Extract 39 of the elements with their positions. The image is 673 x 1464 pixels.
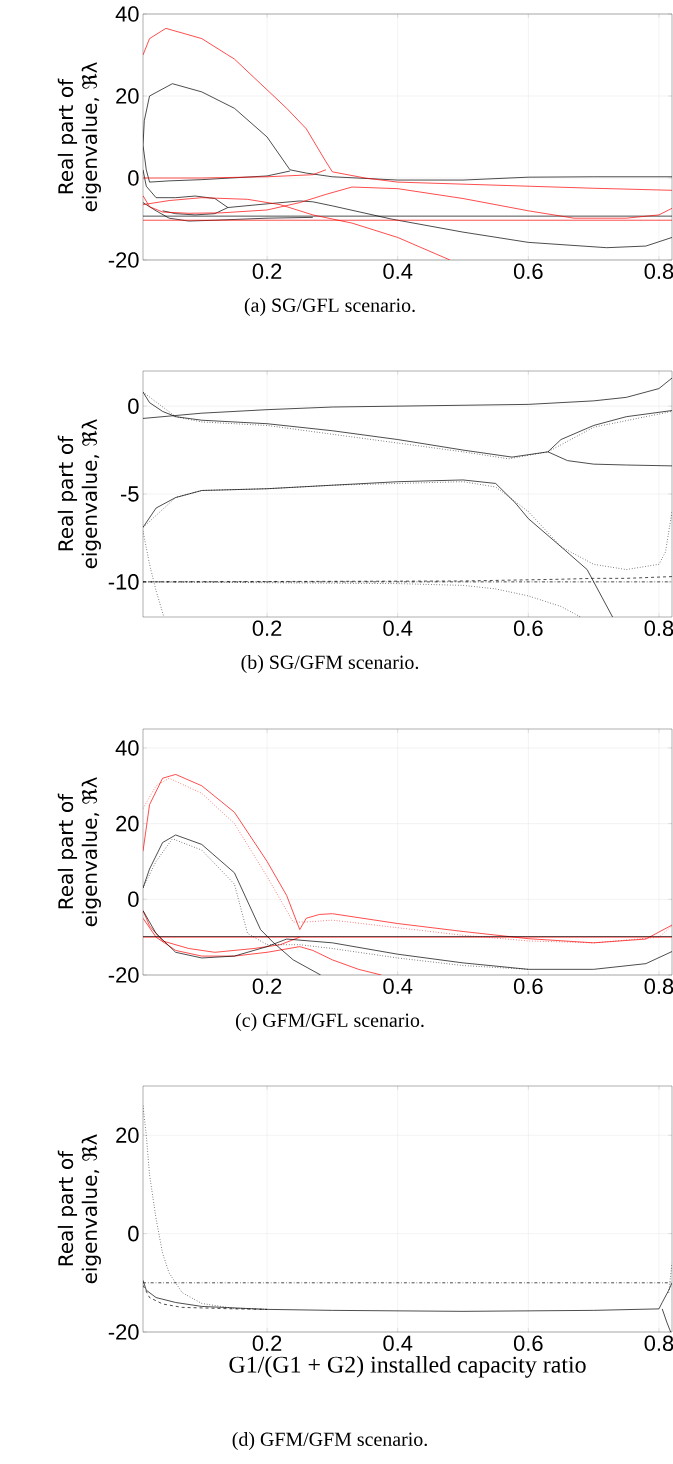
y-tick-label: 0: [128, 398, 139, 414]
y-axis-title: Real part of eigenvalue, ℜλ: [57, 777, 101, 927]
x-tick-label: 0.6: [513, 620, 543, 637]
x-tick-label: 0.8: [644, 1335, 673, 1352]
y-tick-label: -10: [108, 574, 139, 590]
x-tick-label: 0.6: [513, 263, 543, 280]
text: (b) SG/GFM scenario.: [241, 654, 419, 674]
x-tick-label: 0.8: [644, 263, 673, 280]
x-tick-label: 0.4: [383, 263, 413, 280]
y-axis-title: Real part of eigenvalue, ℜλ: [57, 1134, 101, 1284]
y-tick-label: 40: [115, 6, 139, 22]
x-tick-label: 0.8: [644, 978, 673, 995]
x-tick-label: 0.6: [513, 978, 543, 995]
y-tick-label: 40: [115, 740, 139, 756]
y-axis-title: Real part of eigenvalue, ℜλ: [57, 62, 101, 212]
y-tick-label: 0: [128, 1225, 139, 1242]
x-tick-label: 0.2: [252, 620, 282, 637]
y-tick-label: -20: [108, 967, 139, 983]
y-tick-label: 20: [116, 1127, 139, 1143]
text: (c) GFM/GFL scenario.: [235, 1012, 424, 1032]
text: (a) SG/GFL scenario.: [244, 297, 415, 317]
y-axis-title: Real part of eigenvalue, ℜλ: [57, 419, 101, 569]
y-tick-label: -5: [120, 486, 139, 502]
x-tick-label: 0.4: [383, 978, 413, 995]
y-tick-label: -20: [108, 252, 139, 268]
x-tick-label: 0.4: [383, 620, 413, 637]
x-tick-label: 0.6: [513, 1335, 543, 1352]
x-tick-label: 0.8: [644, 620, 673, 637]
y-tick-label: 20: [116, 88, 139, 104]
x-axis-title: G1/(G1 + G2) installed capacity ratio: [229, 1355, 586, 1378]
text: (d) GFM/GFM scenario.: [232, 1431, 427, 1451]
y-tick-label: 0: [128, 891, 139, 908]
y-tick-label: -20: [108, 1324, 139, 1340]
x-tick-label: 0.2: [252, 263, 282, 280]
x-tick-label: 0.4: [383, 1335, 413, 1352]
x-tick-label: 0.2: [252, 978, 282, 995]
y-tick-label: 0: [128, 170, 139, 186]
x-tick-label: 0.2: [252, 1335, 282, 1352]
y-tick-label: 20: [116, 815, 139, 832]
